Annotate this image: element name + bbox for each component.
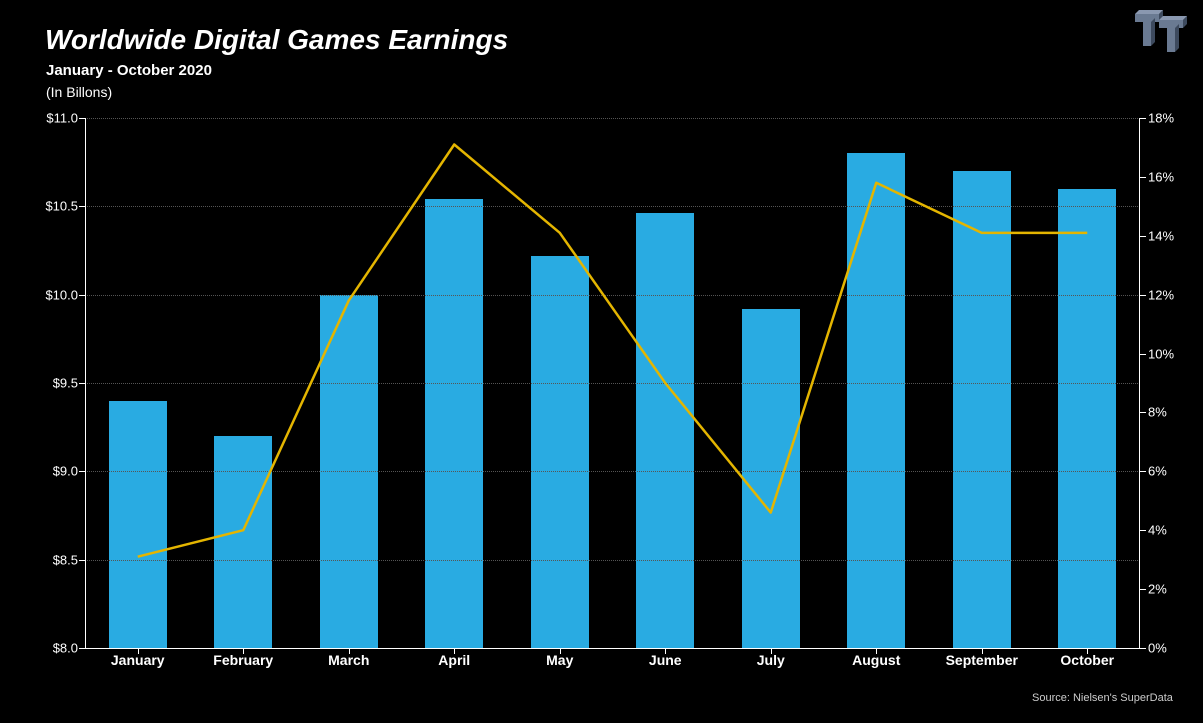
y-right-tick-label: 8% <box>1148 405 1167 420</box>
y-left-tick <box>79 295 85 296</box>
x-tick <box>1087 648 1088 654</box>
site-logo-icon <box>1131 8 1191 58</box>
x-tick <box>560 648 561 654</box>
y-left-tick-label: $9.0 <box>53 464 78 479</box>
chart-subtitle-daterange: January - October 2020 <box>46 62 212 79</box>
plot-area <box>85 118 1140 648</box>
x-tick <box>771 648 772 654</box>
x-tick-label: April <box>438 652 470 668</box>
y-right-tick <box>1140 530 1146 531</box>
y-left-tick-label: $10.0 <box>45 287 78 302</box>
y-right-tick <box>1140 471 1146 472</box>
y-right-tick <box>1140 412 1146 413</box>
chart-title: Worldwide Digital Games Earnings <box>45 24 508 56</box>
x-tick-label: January <box>111 652 165 668</box>
y-left-tick <box>79 206 85 207</box>
x-tick <box>243 648 244 654</box>
y-right-tick <box>1140 354 1146 355</box>
y-right-tick <box>1140 295 1146 296</box>
y-left-tick-label: $8.5 <box>53 552 78 567</box>
x-tick <box>876 648 877 654</box>
y-right-tick-label: 2% <box>1148 582 1167 597</box>
y-right-tick-label: 18% <box>1148 111 1174 126</box>
y-right-tick <box>1140 648 1146 649</box>
y-right-tick-label: 16% <box>1148 169 1174 184</box>
y-right-tick-label: 12% <box>1148 287 1174 302</box>
chart-subtitle-unit: (In Billons) <box>46 84 112 100</box>
y-left-tick <box>79 648 85 649</box>
x-tick-label: June <box>649 652 682 668</box>
y-left-tick <box>79 560 85 561</box>
x-tick-label: October <box>1060 652 1114 668</box>
x-tick-label: May <box>546 652 573 668</box>
y-right-tick <box>1140 118 1146 119</box>
y-right-tick-label: 10% <box>1148 346 1174 361</box>
y-right-tick-label: 4% <box>1148 523 1167 538</box>
x-tick-label: February <box>213 652 273 668</box>
x-tick-label: August <box>852 652 900 668</box>
x-tick <box>982 648 983 654</box>
y-right-tick <box>1140 177 1146 178</box>
y-left-tick <box>79 118 85 119</box>
y-right-tick-label: 0% <box>1148 641 1167 656</box>
y-left-tick-label: $11.0 <box>46 111 78 126</box>
y-left-tick <box>79 383 85 384</box>
x-tick-label: September <box>946 652 1018 668</box>
x-tick <box>349 648 350 654</box>
line-series <box>85 118 1140 648</box>
x-tick-label: March <box>328 652 369 668</box>
y-left-tick <box>79 471 85 472</box>
y-axis-right <box>1139 118 1140 648</box>
source-attribution: Source: Nielsen's SuperData <box>1032 692 1173 704</box>
y-right-tick <box>1140 589 1146 590</box>
y-right-tick-label: 6% <box>1148 464 1167 479</box>
y-right-tick <box>1140 236 1146 237</box>
line-path <box>138 145 1088 557</box>
x-tick-label: July <box>757 652 785 668</box>
y-left-tick-label: $10.5 <box>45 199 78 214</box>
x-tick <box>454 648 455 654</box>
y-left-tick-label: $9.5 <box>53 376 78 391</box>
x-tick <box>138 648 139 654</box>
y-axis-left <box>85 118 86 648</box>
y-left-tick-label: $8.0 <box>53 641 78 656</box>
x-tick <box>665 648 666 654</box>
y-right-tick-label: 14% <box>1148 228 1174 243</box>
